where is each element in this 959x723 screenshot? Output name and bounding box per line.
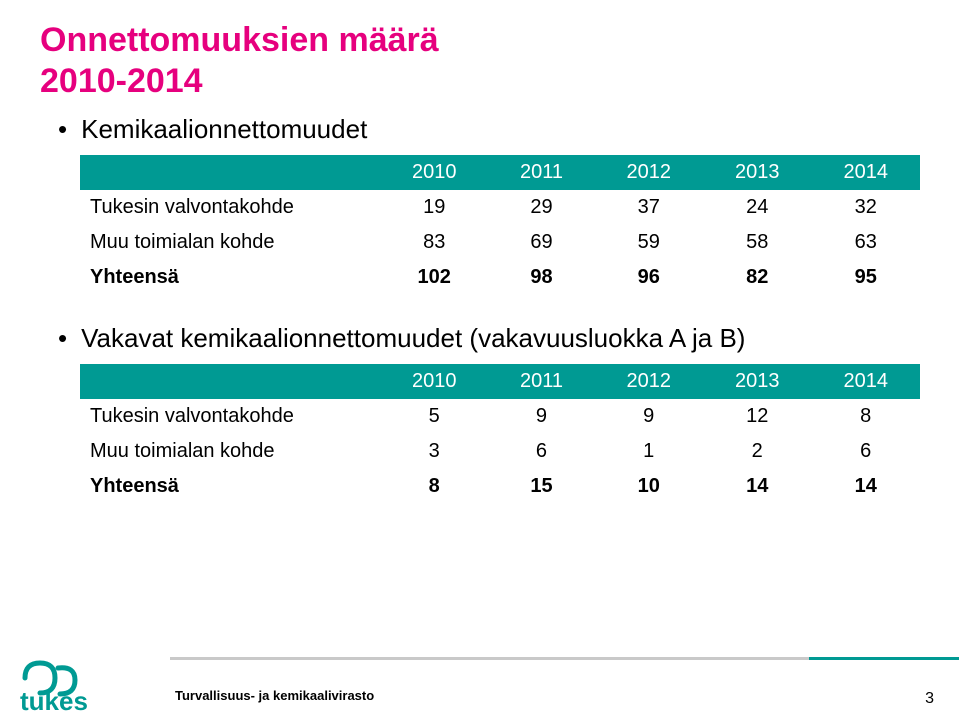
table-cell: 6 (488, 434, 594, 469)
table-cell: Yhteensä (80, 260, 380, 295)
table-cell: 58 (703, 225, 811, 260)
slide-title: Onnettomuuksien määrä 2010-2014 (40, 20, 919, 102)
table-cell: 12 (703, 399, 811, 434)
table-cell: 8 (811, 399, 920, 434)
bullet-1-text: Kemikaalionnettomuudet (81, 114, 367, 145)
table-cell: 19 (380, 190, 488, 225)
table-cell: 98 (488, 260, 594, 295)
table-header-cell (80, 155, 380, 190)
table-cell: 83 (380, 225, 488, 260)
logo: tukes (20, 658, 160, 713)
footer-bar-teal (809, 657, 959, 660)
table-header-cell: 2013 (703, 364, 811, 399)
table-header-cell: 2012 (594, 155, 702, 190)
table-cell: Tukesin valvontakohde (80, 399, 380, 434)
table-cell: 29 (488, 190, 594, 225)
footer-bar-grey (170, 657, 820, 660)
table-cell: Muu toimialan kohde (80, 434, 380, 469)
footer-label: Turvallisuus- ja kemikaalivirasto (175, 688, 374, 703)
table-cell: Muu toimialan kohde (80, 225, 380, 260)
table-row: Tukesin valvontakohde1929372432 (80, 190, 920, 225)
table-cell: 24 (703, 190, 811, 225)
table-cell: 1 (594, 434, 702, 469)
table-1: 20102011201220132014 Tukesin valvontakoh… (80, 155, 920, 295)
table-cell: 69 (488, 225, 594, 260)
table-cell: 32 (811, 190, 920, 225)
table-cell: 96 (594, 260, 702, 295)
table-1-header-row: 20102011201220132014 (80, 155, 920, 190)
table-cell: 37 (594, 190, 702, 225)
table-header-cell: 2010 (380, 364, 488, 399)
table-row: Muu toimialan kohde8369595863 (80, 225, 920, 260)
table-cell: 6 (811, 434, 920, 469)
table-cell: 9 (594, 399, 702, 434)
table-2-body: Tukesin valvontakohde599128Muu toimialan… (80, 399, 920, 504)
table-cell: 63 (811, 225, 920, 260)
table-header-cell: 2012 (594, 364, 702, 399)
tukes-logo-icon: tukes (20, 658, 160, 713)
table-2: 20102011201220132014 Tukesin valvontakoh… (80, 364, 920, 504)
table-cell: 14 (811, 469, 920, 504)
table-cell: 9 (488, 399, 594, 434)
table-cell: 10 (594, 469, 702, 504)
table-row: Muu toimialan kohde36126 (80, 434, 920, 469)
slide: Onnettomuuksien määrä 2010-2014 Kemikaal… (0, 0, 959, 723)
table-2-header-row: 20102011201220132014 (80, 364, 920, 399)
table-cell: 5 (380, 399, 488, 434)
bullet-2: Vakavat kemikaalionnettomuudet (vakavuus… (58, 323, 919, 354)
table-header-cell (80, 364, 380, 399)
table-header-cell: 2014 (811, 155, 920, 190)
table-header-cell: 2011 (488, 155, 594, 190)
table-header-cell: 2013 (703, 155, 811, 190)
table-header-cell: 2011 (488, 364, 594, 399)
bullet-2-text: Vakavat kemikaalionnettomuudet (vakavuus… (81, 323, 745, 354)
table-cell: 102 (380, 260, 488, 295)
logo-text: tukes (20, 686, 88, 713)
table-cell: 59 (594, 225, 702, 260)
table-row: Yhteensä815101414 (80, 469, 920, 504)
table-header-cell: 2014 (811, 364, 920, 399)
table-cell: 95 (811, 260, 920, 295)
table-cell: Tukesin valvontakohde (80, 190, 380, 225)
table-row: Yhteensä10298968295 (80, 260, 920, 295)
title-line2: 2010-2014 (40, 62, 203, 100)
table-cell: 15 (488, 469, 594, 504)
table-cell: 8 (380, 469, 488, 504)
page-number: 3 (925, 690, 934, 708)
table-cell: 14 (703, 469, 811, 504)
table-row: Tukesin valvontakohde599128 (80, 399, 920, 434)
table-cell: 82 (703, 260, 811, 295)
bullet-1: Kemikaalionnettomuudet (58, 114, 919, 145)
table-cell: Yhteensä (80, 469, 380, 504)
table-header-cell: 2010 (380, 155, 488, 190)
table-1-body: Tukesin valvontakohde1929372432Muu toimi… (80, 190, 920, 295)
footer: tukes Turvallisuus- ja kemikaalivirasto … (0, 633, 959, 723)
table-cell: 3 (380, 434, 488, 469)
title-line1: Onnettomuuksien määrä (40, 21, 439, 59)
table-cell: 2 (703, 434, 811, 469)
